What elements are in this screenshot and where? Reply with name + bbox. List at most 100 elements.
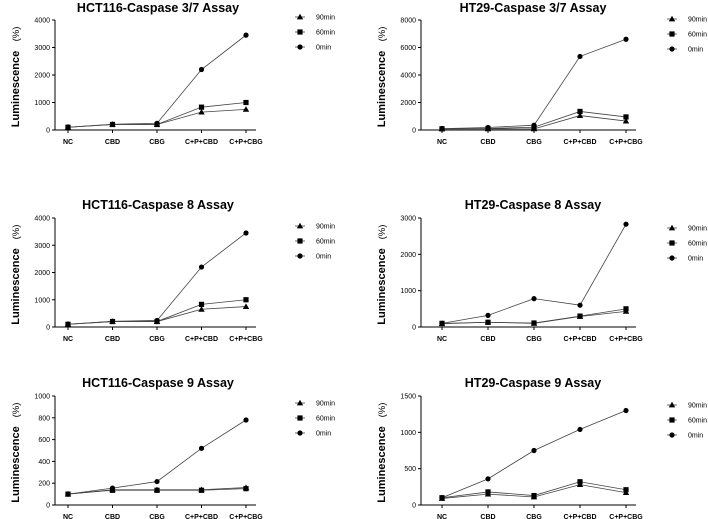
data-point-0min: [623, 221, 629, 227]
data-point-0min: [243, 230, 249, 236]
data-point-0min: [485, 124, 491, 131]
legend-label: 60min: [316, 416, 335, 423]
x-tick-label: NC: [437, 139, 447, 146]
x-tick-label: C+P+CBD: [563, 139, 596, 146]
x-tick-label: C+P+CBG: [609, 336, 643, 343]
legend-marker-0min: [669, 432, 675, 438]
chart-title: HCT116-Caspase 9 Assay: [82, 376, 234, 390]
x-tick-label: CBG: [149, 514, 165, 519]
y-tick-label: 3000: [34, 243, 50, 250]
y-tick-label: 6000: [400, 45, 416, 52]
legend-marker-60min: [297, 415, 303, 421]
data-point-0min: [198, 264, 205, 270]
legend-label: 60min: [688, 32, 707, 39]
data-point-60min: [243, 99, 249, 106]
legend-label: 0min: [316, 45, 331, 52]
data-point-60min: [198, 104, 205, 110]
legend-marker-60min: [297, 238, 303, 244]
y-tick-label: 0: [46, 325, 50, 332]
legend-marker-0min: [297, 253, 303, 259]
x-tick-label: C+P+CBD: [185, 336, 218, 343]
data-point-60min: [577, 479, 583, 485]
x-tick-label: NC: [63, 139, 73, 146]
legend: 90min 60min 0min: [295, 13, 335, 52]
y-axis-label: Luminescence: [376, 426, 388, 502]
data-point-60min: [623, 306, 629, 312]
y-tick-label: 200: [38, 481, 50, 488]
y-tick-label: 1000: [34, 100, 50, 107]
y-axis-label: Luminescence: [10, 51, 22, 127]
data-point-0min: [198, 66, 205, 73]
x-tick-label: C+P+CBG: [229, 514, 263, 519]
y-tick-label: 4000: [400, 73, 416, 80]
data-point-0min: [154, 478, 160, 485]
y-axis-unit: (%): [377, 27, 388, 42]
y-tick-label: 500: [404, 466, 416, 473]
data-point-60min: [198, 487, 205, 493]
legend-label: 90min: [316, 401, 335, 408]
series-0min: [65, 417, 249, 497]
legend-label: 90min: [316, 15, 335, 22]
data-point-0min: [577, 53, 583, 60]
y-tick-label: 800: [38, 415, 50, 422]
x-tick-label: NC: [437, 336, 447, 343]
y-tick-label: 2000: [34, 270, 50, 277]
data-point-60min: [485, 319, 491, 325]
data-point-0min: [531, 122, 537, 128]
chart-panel-2: HT29-Caspase 3/7 Assay Luminescence (%) 0 20…: [376, 1, 707, 146]
series-line-0min: [441, 38, 627, 130]
data-point-60min: [577, 313, 583, 319]
y-tick-label: 1500: [400, 394, 416, 401]
chart-title: HCT116-Caspase 8 Assay: [82, 198, 234, 212]
data-point-0min: [439, 126, 445, 132]
series-0min: [65, 32, 249, 130]
legend: 90min 60min 0min: [667, 224, 707, 263]
data-point-0min: [577, 302, 583, 308]
x-tick-label: CBG: [526, 139, 542, 146]
data-point-90min: [576, 112, 584, 118]
y-tick-label: 0: [46, 128, 50, 135]
y-tick-label: 8000: [400, 18, 416, 25]
legend-marker-90min: [668, 15, 676, 22]
legend: 90min 60min 0min: [295, 399, 335, 438]
data-point-0min: [109, 485, 116, 491]
chart-title: HCT116-Caspase 3/7 Assay: [77, 1, 239, 15]
y-tick-label: 0: [412, 128, 416, 135]
x-tick-label: C+P+CBD: [185, 139, 218, 146]
x-tick-label: C+P+CBG: [609, 139, 643, 146]
data-point-0min: [531, 296, 537, 302]
y-tick-label: 2000: [400, 100, 416, 107]
x-tick-label: C+P+CBG: [229, 139, 263, 146]
data-point-0min: [65, 124, 71, 130]
legend-marker-90min: [296, 222, 304, 229]
y-tick-label: 600: [38, 437, 50, 444]
legend-label: 0min: [316, 254, 331, 261]
data-point-0min: [65, 321, 71, 327]
legend-marker-90min: [296, 13, 304, 20]
data-point-0min: [485, 476, 491, 482]
legend-label: 0min: [688, 256, 703, 263]
data-point-0min: [243, 417, 249, 423]
legend-marker-90min: [296, 399, 304, 406]
legend-label: 90min: [688, 226, 707, 233]
legend: 90min 60min 0min: [667, 15, 707, 54]
y-tick-label: 4000: [34, 18, 50, 25]
y-axis-label: Luminescence: [10, 426, 22, 502]
x-tick-label: CBG: [149, 139, 165, 146]
chart-title: HT29-Caspase 8 Assay: [465, 198, 601, 212]
x-tick-label: CBG: [526, 336, 542, 343]
y-tick-label: 1000: [400, 288, 416, 295]
data-point-60min: [485, 489, 491, 495]
legend-marker-60min: [669, 240, 675, 246]
x-tick-label: C+P+CBG: [229, 336, 263, 343]
data-point-0min: [243, 32, 249, 38]
y-tick-label: 2000: [400, 252, 416, 259]
x-tick-label: C+P+CBD: [563, 336, 596, 343]
y-tick-label: 3000: [34, 45, 50, 52]
y-tick-label: 0: [46, 503, 50, 510]
data-point-60min: [623, 487, 629, 493]
y-axis-label: Luminescence: [376, 248, 388, 324]
legend-label: 60min: [688, 241, 707, 248]
y-tick-label: 1000: [34, 297, 50, 304]
